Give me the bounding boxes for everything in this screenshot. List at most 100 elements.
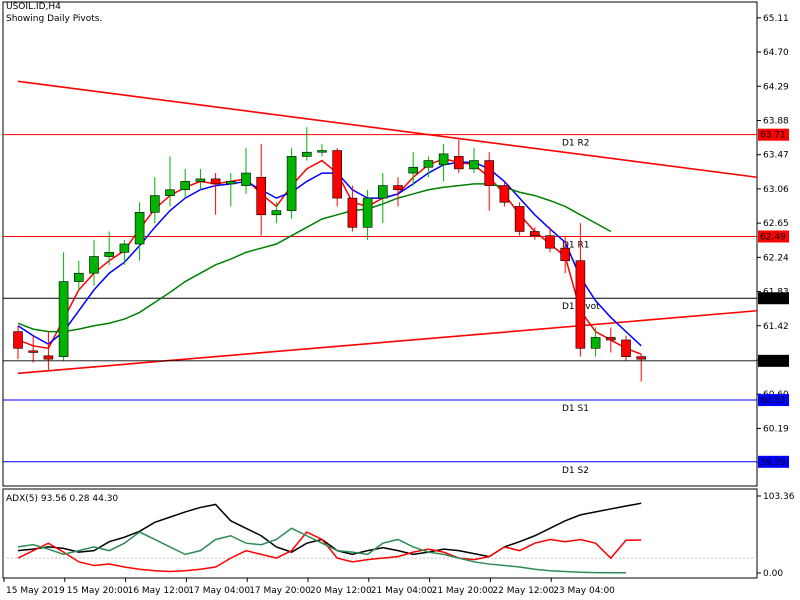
candle-body-0 [13,331,23,349]
candle-body-31 [484,160,495,186]
candle-body-21 [332,150,343,199]
chart-subtitle: Showing Daily Pivots. [6,14,103,24]
time-tick-label-6: 21 May 04:00 [371,586,433,596]
candle-body-10 [165,189,175,196]
candle-body-14 [226,181,236,185]
candle-body-16 [256,176,267,216]
current-price-line: 61.00 [3,354,789,367]
price-tick-label-12: 60.19 [763,424,789,434]
candle-body-28 [438,153,449,166]
candle-body-20 [317,150,327,153]
pivot-name-4: D1 S2 [562,466,589,476]
current-price-label: 61.00 [760,357,786,367]
candle-body-36 [560,247,571,261]
price-tick-label-2: 64.29 [763,82,789,92]
candles [13,127,647,382]
candle-body-3 [58,281,69,357]
trendline-1 [17,309,758,375]
candle-body-15 [241,172,251,186]
pivot-name-1: D1 R1 [562,240,590,250]
time-tick-label-5: 20 May 12:00 [310,586,372,596]
pivot-price-label-4: 59.79 [760,458,786,468]
candle-body-34 [529,231,540,236]
price-tick-label-9: 61.42 [763,322,789,332]
candle-body-37 [575,260,586,349]
time-tick-label-4: 17 May 20:00 [249,586,311,596]
chart-symbol-title: USOIL.ID,H4 [6,2,61,12]
candle-body-26 [408,166,419,174]
main-chart-border [2,1,758,487]
candle-body-4 [74,272,84,282]
time-axis: 15 May 2019 15 May 20:00 16 May 12:00 17 Ma… [3,578,615,596]
moving-average-line-2 [17,183,612,333]
time-tick-label-0: 15 May 2019 [6,586,65,596]
candle-body-6 [104,252,114,257]
adx-tick-label-0: 103.36 [763,492,795,502]
current-price-badge [758,354,789,367]
candle-body-27 [423,160,434,168]
candle-body-39 [605,337,616,341]
candle-body-8 [134,211,145,245]
pivot-price-badge-1 [758,230,789,243]
moving-average-line-1 [17,161,642,347]
candle-body-7 [119,243,130,253]
candle-body-1 [28,350,39,353]
candle-body-24 [377,185,388,199]
adx-line-0 [17,502,642,558]
candle-body-17 [271,210,282,216]
candle-body-30 [469,160,479,170]
pivot-price-badge-3 [758,394,789,407]
adx-axis: 103.36 0.00 [757,492,795,579]
candle-body-12 [195,178,206,182]
candle-body-19 [301,151,312,157]
price-tick-label-6: 62.65 [763,219,789,229]
candle-body-13 [210,178,221,185]
pivot-price-label-0: 63.71 [760,131,786,141]
candle-body-35 [545,235,555,249]
trendline-0 [17,80,758,179]
candle-body-38 [590,337,601,349]
candle-body-2 [43,355,54,360]
price-tick-label-0: 65.11 [763,14,789,24]
price-tick-label-7: 62.24 [763,253,789,263]
candle-body-23 [362,197,373,228]
time-tick-label-7: 21 May 20:00 [432,586,494,596]
time-tick-label-3: 17 May 04:00 [188,586,250,596]
pivot-price-badge-2 [758,292,789,305]
candle-body-5 [89,256,99,274]
candle-body-11 [180,181,190,191]
adx-tick-label-1: 0.00 [763,569,783,579]
pivot-name-3: D1 S1 [562,404,589,414]
adx-line-2 [17,527,627,574]
pivot-price-label-2: 61.75 [760,294,786,304]
candle-body-32 [499,185,510,203]
price-tick-label-4: 63.47 [763,151,789,161]
candle-body-18 [286,156,297,211]
adx-lines [17,502,642,574]
price-tick-label-1: 64.70 [763,48,789,58]
time-tick-label-9: 23 May 04:00 [553,586,615,596]
candle-body-25 [393,185,403,191]
price-tick-label-3: 63.88 [763,116,789,126]
adx-subwindow-border [2,488,758,579]
time-tick-label-2: 16 May 12:00 [128,586,190,596]
pivot-name-0: D1 R2 [562,139,590,149]
time-tick-label-1: 15 May 20:00 [67,586,129,596]
adx-line-1 [17,531,642,573]
candle-body-22 [347,197,358,228]
candle-body-40 [621,339,631,357]
price-tick-label-5: 63.06 [763,185,789,195]
pivot-price-label-1: 62.49 [760,232,786,242]
candle-body-29 [453,156,464,170]
pivot-price-label-3: 60.53 [760,396,786,406]
trendlines[interactable] [17,80,758,375]
pivot-price-badge-4 [758,455,789,468]
candle-body-41 [636,356,647,360]
pivot-price-badge-0 [758,128,789,141]
main-chart-frame [2,1,758,487]
candle-body-9 [150,195,160,213]
adx-title: ADX(5) 93.56 0.28 44.30 [6,494,118,504]
candle-body-33 [514,206,525,232]
